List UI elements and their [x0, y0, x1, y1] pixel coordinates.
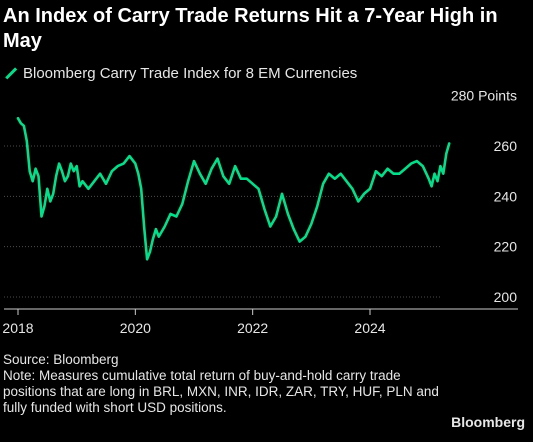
bloomberg-logo: Bloomberg: [451, 414, 525, 430]
series-line: [16, 117, 451, 261]
y-tick-label: 220: [494, 239, 518, 255]
legend: Bloomberg Carry Trade Index for 8 EM Cur…: [3, 63, 357, 83]
y-tick-label: 240: [494, 188, 518, 204]
y-tick-label: 200: [494, 289, 518, 305]
x-tick-label: 2022: [237, 320, 268, 336]
methodology-note: Note: Measures cumulative total return o…: [3, 368, 439, 415]
chart-title: An Index of Carry Trade Returns Hit a 7-…: [3, 5, 498, 52]
y-tick-label: 260: [494, 138, 518, 154]
line-chart: 200 220 240 260 280 Points 2018 2020 2022 2024: [2, 88, 518, 336]
y-tick-label: 280 Points: [451, 88, 517, 104]
legend-label: Bloomberg Carry Trade Index for 8 EM Cur…: [23, 64, 358, 82]
x-tick-label: 2024: [354, 320, 385, 336]
source-note: Source: Bloomberg: [3, 352, 119, 367]
x-tick-label: 2020: [120, 320, 151, 336]
legend-line-icon: [3, 66, 17, 80]
footer: Source: Bloomberg Note: Measures cumulat…: [3, 352, 443, 416]
x-tick-label: 2018: [2, 320, 33, 336]
